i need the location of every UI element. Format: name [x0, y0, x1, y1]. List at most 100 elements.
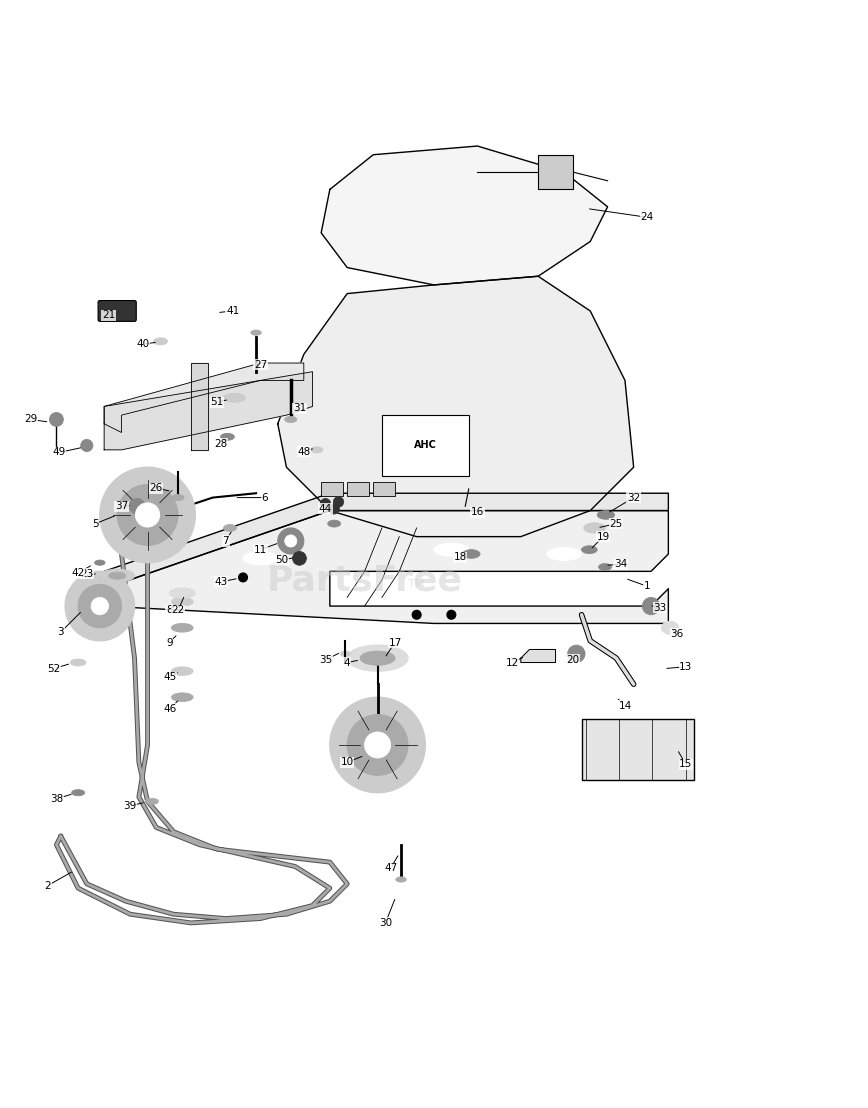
Circle shape: [293, 552, 306, 565]
Ellipse shape: [597, 511, 615, 520]
Text: 47: 47: [384, 863, 398, 873]
Circle shape: [365, 732, 391, 758]
Polygon shape: [321, 146, 608, 285]
Ellipse shape: [172, 624, 193, 633]
Ellipse shape: [172, 597, 193, 606]
Text: 46: 46: [163, 704, 177, 714]
Text: 5: 5: [92, 519, 99, 529]
Ellipse shape: [172, 494, 184, 501]
Text: 32: 32: [627, 493, 641, 503]
Ellipse shape: [243, 552, 278, 565]
Text: 15: 15: [679, 759, 693, 769]
Text: TM: TM: [409, 579, 424, 589]
Ellipse shape: [70, 659, 86, 666]
Ellipse shape: [145, 799, 158, 804]
Circle shape: [642, 597, 660, 615]
Circle shape: [447, 611, 456, 619]
Text: 27: 27: [253, 360, 267, 370]
Text: 4: 4: [344, 657, 351, 667]
Text: 37: 37: [115, 501, 128, 511]
Ellipse shape: [661, 622, 679, 634]
Text: 41: 41: [226, 306, 240, 316]
Text: 50: 50: [275, 555, 289, 565]
Text: 12: 12: [505, 657, 519, 667]
Ellipse shape: [71, 790, 84, 796]
Text: 3: 3: [57, 627, 64, 637]
Ellipse shape: [463, 550, 480, 558]
Text: 20: 20: [566, 655, 580, 665]
Polygon shape: [278, 276, 634, 536]
Text: 31: 31: [293, 403, 306, 413]
Text: 39: 39: [123, 801, 137, 811]
Text: 34: 34: [614, 560, 628, 570]
Ellipse shape: [547, 547, 582, 561]
Ellipse shape: [108, 572, 126, 579]
Ellipse shape: [172, 692, 193, 701]
Circle shape: [329, 504, 339, 514]
Text: 43: 43: [214, 577, 228, 587]
Ellipse shape: [154, 338, 168, 345]
Ellipse shape: [100, 570, 135, 582]
Ellipse shape: [583, 523, 606, 533]
Ellipse shape: [285, 417, 297, 422]
Ellipse shape: [169, 588, 195, 598]
Polygon shape: [191, 363, 208, 450]
Text: 21: 21: [102, 310, 115, 320]
Polygon shape: [521, 649, 556, 663]
Text: 10: 10: [340, 758, 354, 768]
Circle shape: [568, 645, 585, 663]
Ellipse shape: [220, 433, 234, 440]
Text: 25: 25: [609, 519, 623, 529]
Polygon shape: [104, 363, 304, 432]
Text: 28: 28: [214, 439, 228, 449]
Text: 24: 24: [640, 213, 654, 223]
Circle shape: [49, 412, 63, 427]
Ellipse shape: [396, 876, 406, 882]
Text: 16: 16: [470, 507, 484, 517]
Ellipse shape: [434, 543, 469, 556]
Circle shape: [347, 715, 408, 776]
Bar: [538, 155, 573, 189]
Text: AHC: AHC: [414, 441, 437, 451]
Circle shape: [330, 697, 425, 792]
Text: 52: 52: [47, 664, 61, 674]
Bar: [582, 719, 694, 780]
Text: 49: 49: [52, 448, 66, 458]
Text: 19: 19: [596, 532, 610, 542]
Text: 35: 35: [319, 655, 332, 665]
Ellipse shape: [224, 524, 236, 532]
Ellipse shape: [347, 645, 408, 671]
FancyBboxPatch shape: [98, 300, 136, 321]
Text: 40: 40: [136, 339, 150, 349]
Text: 14: 14: [618, 701, 632, 711]
Text: 44: 44: [319, 504, 332, 514]
Circle shape: [333, 496, 344, 507]
Text: 8: 8: [166, 605, 173, 615]
Text: 51: 51: [210, 397, 224, 407]
Circle shape: [320, 499, 331, 509]
Text: 9: 9: [166, 637, 173, 647]
Text: 48: 48: [297, 447, 311, 456]
Text: 11: 11: [253, 545, 267, 555]
Ellipse shape: [582, 546, 597, 554]
Circle shape: [135, 503, 160, 527]
Polygon shape: [104, 511, 668, 624]
Text: 38: 38: [49, 793, 63, 803]
Bar: [321, 482, 343, 496]
Text: 36: 36: [670, 629, 684, 639]
Text: 7: 7: [222, 536, 229, 546]
Circle shape: [278, 527, 304, 554]
Text: 26: 26: [149, 483, 163, 493]
Text: 45: 45: [163, 673, 177, 683]
Polygon shape: [104, 371, 312, 450]
Circle shape: [78, 584, 122, 628]
Text: 1: 1: [643, 581, 650, 591]
Ellipse shape: [172, 667, 193, 676]
Ellipse shape: [360, 652, 395, 665]
Text: 29: 29: [23, 414, 37, 424]
Circle shape: [412, 611, 421, 619]
Text: 30: 30: [378, 917, 392, 927]
Circle shape: [100, 468, 195, 563]
Ellipse shape: [95, 560, 105, 565]
Ellipse shape: [598, 564, 611, 571]
